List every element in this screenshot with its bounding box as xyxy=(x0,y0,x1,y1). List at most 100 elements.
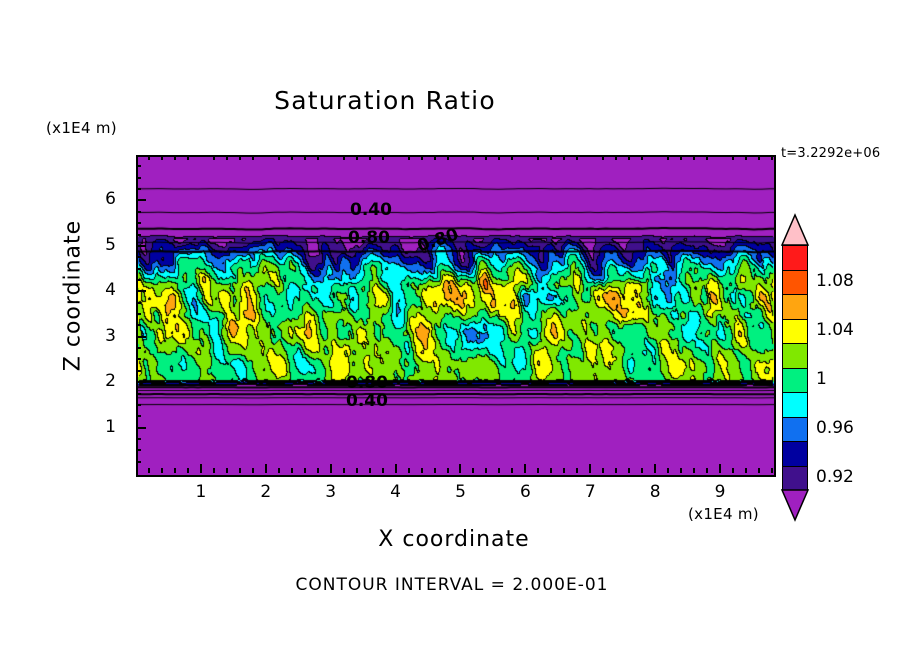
y-minor-tick-mark xyxy=(136,278,141,281)
x-minor-tick-mark xyxy=(290,155,293,160)
x-minor-tick-mark xyxy=(732,155,735,160)
x-minor-tick-mark xyxy=(290,468,293,473)
y-minor-tick-mark xyxy=(136,301,141,304)
x-axis-title: X coordinate xyxy=(378,527,530,552)
x-minor-tick-mark xyxy=(693,155,696,160)
x-minor-tick-mark xyxy=(498,155,501,160)
y-minor-tick-mark xyxy=(136,188,141,191)
x-tick-mark xyxy=(264,464,267,473)
x-minor-tick-mark xyxy=(238,468,241,473)
y-tick-label: 2 xyxy=(105,371,116,392)
x-minor-tick-mark xyxy=(381,155,384,160)
x-tick-label: 7 xyxy=(584,482,596,502)
x-minor-tick-mark xyxy=(680,468,683,473)
page-title: Saturation Ratio xyxy=(274,86,496,115)
y-minor-tick-mark xyxy=(136,449,141,452)
colorbar-band xyxy=(782,367,808,394)
x-minor-tick-mark xyxy=(745,468,748,473)
colorbar-band xyxy=(782,269,808,296)
x-minor-tick-mark xyxy=(212,155,215,160)
colorbar-band xyxy=(782,416,808,443)
colorbar-tick-label: 1.08 xyxy=(816,270,854,291)
x-minor-tick-mark xyxy=(771,468,773,473)
x-tick-mark xyxy=(654,464,657,473)
x-minor-tick-mark xyxy=(550,155,553,160)
y-minor-tick-mark xyxy=(136,403,141,406)
x-minor-tick-mark xyxy=(342,468,345,473)
x-minor-tick-mark xyxy=(433,155,436,160)
y-minor-tick-mark xyxy=(136,222,141,225)
x-tick-mark xyxy=(394,464,397,473)
x-minor-tick-mark xyxy=(446,155,449,160)
x-tick-label: 3 xyxy=(325,482,337,502)
y-minor-tick-mark xyxy=(136,233,141,236)
x-minor-tick-mark xyxy=(602,155,605,160)
x-minor-tick-mark xyxy=(511,155,514,160)
x-tick-label: 4 xyxy=(390,482,401,502)
x-minor-tick-mark xyxy=(563,468,566,473)
x-minor-tick-mark xyxy=(147,155,150,160)
x-minor-tick-mark xyxy=(225,155,228,160)
y-tick-label: 1 xyxy=(105,416,116,437)
x-minor-tick-mark xyxy=(186,155,189,160)
x-minor-tick-mark xyxy=(368,468,371,473)
x-minor-tick-mark xyxy=(316,468,319,473)
x-minor-tick-mark xyxy=(225,468,228,473)
y-minor-tick-mark xyxy=(136,347,141,350)
y-tick-label: 4 xyxy=(105,280,116,301)
x-minor-tick-mark xyxy=(407,468,410,473)
colorbar xyxy=(782,245,808,492)
y-tick-label: 3 xyxy=(105,325,116,346)
y-minor-tick-mark xyxy=(136,358,141,361)
x-minor-tick-mark xyxy=(147,468,150,473)
x-minor-tick-mark xyxy=(602,468,605,473)
x-minor-tick-mark xyxy=(485,155,488,160)
x-minor-tick-mark xyxy=(511,468,514,473)
x-minor-tick-mark xyxy=(745,155,748,160)
x-minor-tick-mark xyxy=(368,155,371,160)
y-tick-label: 6 xyxy=(105,189,116,210)
y-minor-tick-mark xyxy=(136,210,141,213)
y-minor-tick-mark xyxy=(136,392,141,395)
x-minor-tick-mark xyxy=(537,155,540,160)
x-minor-tick-mark xyxy=(615,468,618,473)
y-tick-mark xyxy=(136,426,146,429)
x-minor-tick-mark xyxy=(628,468,631,473)
contour-interval-note: CONTOUR INTERVAL = 2.000E-01 xyxy=(295,575,609,595)
colorbar-tick-label: 0.92 xyxy=(816,466,854,487)
x-tick-mark xyxy=(199,464,202,473)
x-minor-tick-mark xyxy=(316,155,319,160)
x-minor-tick-mark xyxy=(303,468,306,473)
x-minor-tick-mark xyxy=(342,155,345,160)
x-minor-tick-mark xyxy=(212,468,215,473)
x-axis-units-label: (x1E4 m) xyxy=(688,505,759,523)
x-minor-tick-mark xyxy=(420,155,423,160)
y-minor-tick-mark xyxy=(136,313,141,315)
y-tick-mark xyxy=(136,244,146,247)
x-minor-tick-mark xyxy=(667,155,670,160)
x-minor-tick-mark xyxy=(472,155,475,160)
y-minor-tick-mark xyxy=(136,369,141,372)
x-minor-tick-mark xyxy=(303,155,306,160)
x-tick-mark xyxy=(589,464,592,473)
x-minor-tick-mark xyxy=(667,468,670,473)
x-minor-tick-mark xyxy=(238,155,241,160)
x-tick-mark xyxy=(719,464,722,473)
y-axis-units-label: (x1E4 m) xyxy=(46,119,117,137)
x-minor-tick-mark xyxy=(472,468,475,473)
x-minor-tick-mark xyxy=(576,155,579,160)
y-minor-tick-mark xyxy=(136,324,141,327)
y-tick-mark xyxy=(136,199,146,202)
x-minor-tick-mark xyxy=(498,468,501,473)
x-tick-mark xyxy=(524,464,527,473)
y-minor-tick-mark xyxy=(136,415,141,418)
x-tick-label: 8 xyxy=(649,482,661,502)
time-annotation: t=3.2292e+06 xyxy=(781,146,881,161)
x-minor-tick-mark xyxy=(576,468,579,473)
x-minor-tick-mark xyxy=(563,155,566,160)
colorbar-tick-label: 1 xyxy=(816,368,827,389)
y-tick-mark xyxy=(136,335,146,338)
x-tick-mark xyxy=(329,464,332,473)
plot-area xyxy=(136,155,776,477)
